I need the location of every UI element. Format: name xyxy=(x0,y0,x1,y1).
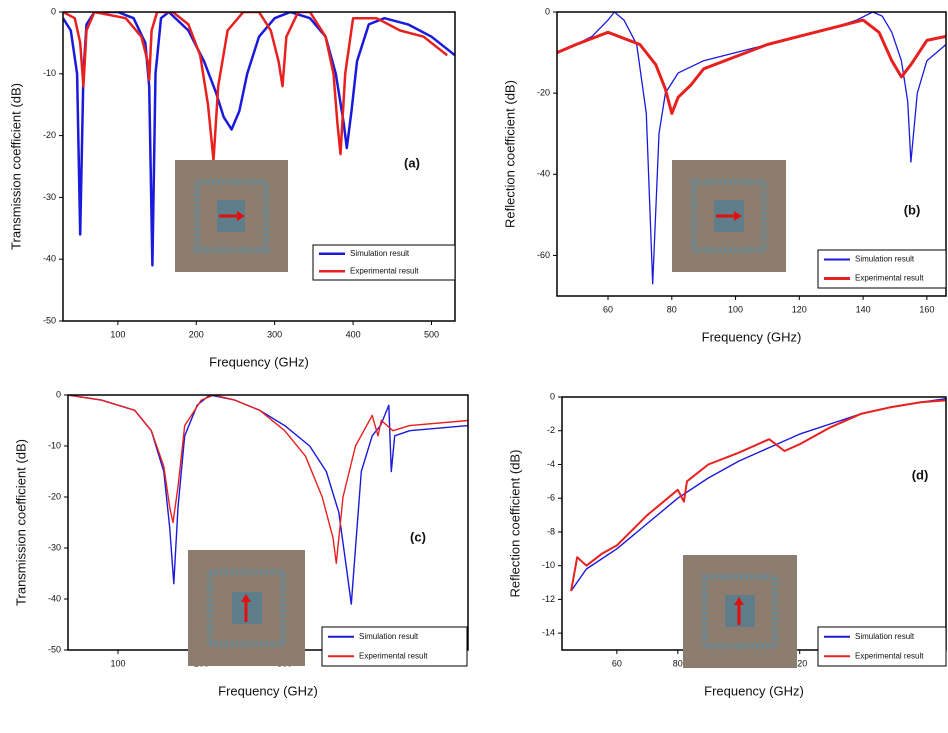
y-tick-label: -10 xyxy=(43,68,56,78)
legend-label: Experimental result xyxy=(855,651,924,660)
y-tick-label: -2 xyxy=(547,425,555,435)
series-group xyxy=(63,12,455,267)
y-axis-label: Reflection coefficient (dB) xyxy=(502,80,517,228)
legend-label: Experimental result xyxy=(359,651,428,660)
x-tick-label: 100 xyxy=(728,304,743,314)
legend-label: Experimental result xyxy=(350,266,419,275)
x-axis-label: Frequency (GHz) xyxy=(218,683,318,698)
panel-label: (c) xyxy=(410,529,426,544)
data-line xyxy=(63,12,455,267)
y-tick-label: -10 xyxy=(542,560,555,570)
y-tick-label: -50 xyxy=(48,644,61,654)
x-tick-label: 140 xyxy=(856,304,871,314)
data-line xyxy=(63,12,448,162)
x-tick-label: 100 xyxy=(110,329,125,339)
x-tick-label: 400 xyxy=(346,329,361,339)
inset-image xyxy=(672,160,786,272)
series-group xyxy=(557,12,946,285)
legends: Simulation result Experimental result Simu… xyxy=(312,244,947,667)
y-tick-label: 0 xyxy=(51,6,56,16)
y-tick-label: -30 xyxy=(48,542,61,552)
panel-label: (b) xyxy=(904,202,921,217)
y-tick-label: -20 xyxy=(537,88,550,98)
plot-frame xyxy=(62,11,456,322)
y-tick-label: -20 xyxy=(43,130,56,140)
legend-box xyxy=(312,244,456,281)
y-tick-label: 0 xyxy=(545,6,550,16)
y-tick-label: -40 xyxy=(43,254,56,264)
inset-image xyxy=(175,160,288,272)
x-tick-label: 500 xyxy=(424,329,439,339)
legend-label: Simulation result xyxy=(855,255,915,264)
y-axis-label: Reflection coefficient (dB) xyxy=(507,450,522,598)
y-tick-label: -30 xyxy=(43,192,56,202)
legend-label: Experimental result xyxy=(855,274,924,283)
data-line xyxy=(68,395,468,564)
legend-box xyxy=(817,626,947,667)
data-line xyxy=(68,395,468,605)
legend-box xyxy=(817,249,947,289)
x-tick-label: 100 xyxy=(110,658,125,668)
x-tick-label: 120 xyxy=(792,658,807,668)
x-tick-label: 300 xyxy=(267,329,282,339)
y-tick-label: -20 xyxy=(48,491,61,501)
y-axis-label: Transmission coefficient (dB) xyxy=(8,83,23,250)
y-axis-label: Transmission coefficient (dB) xyxy=(13,439,28,606)
y-tick-label: 0 xyxy=(550,391,555,401)
data-line xyxy=(557,18,946,115)
y-tick-label: -40 xyxy=(537,169,550,179)
y-tick-label: 0 xyxy=(56,389,61,399)
insets xyxy=(175,160,797,668)
data-line xyxy=(557,12,946,285)
inset-image xyxy=(188,550,305,666)
plot-frame xyxy=(556,11,947,297)
x-tick-label: 200 xyxy=(189,329,204,339)
panel-label: (a) xyxy=(404,155,420,170)
x-tick-label: 160 xyxy=(919,304,934,314)
y-tick-label: -4 xyxy=(547,459,555,469)
legend-label: Simulation result xyxy=(855,632,915,641)
y-tick-label: -10 xyxy=(48,440,61,450)
x-tick-label: 80 xyxy=(673,658,683,668)
legend-label: Simulation result xyxy=(359,632,419,641)
y-tick-label: -40 xyxy=(48,593,61,603)
x-axis-label: Frequency (GHz) xyxy=(209,354,309,369)
x-tick-label: 60 xyxy=(612,658,622,668)
x-axis-label: Frequency (GHz) xyxy=(704,683,804,698)
series-group xyxy=(570,398,946,592)
y-tick-label: -60 xyxy=(537,250,550,260)
data-line xyxy=(570,399,946,592)
legend-label: Simulation result xyxy=(350,249,410,258)
y-tick-label: -50 xyxy=(43,315,56,325)
inset-image xyxy=(683,555,797,668)
series-group xyxy=(68,395,468,605)
y-tick-label: -14 xyxy=(542,628,555,638)
x-tick-label: 80 xyxy=(667,304,677,314)
legend-box xyxy=(321,626,468,667)
y-tick-label: -12 xyxy=(542,594,555,604)
x-tick-label: 60 xyxy=(603,304,613,314)
x-axis-label: Frequency (GHz) xyxy=(702,329,802,344)
y-tick-label: -6 xyxy=(547,493,555,503)
x-tick-label: 120 xyxy=(792,304,807,314)
y-tick-label: -8 xyxy=(547,526,555,536)
panel-label: (d) xyxy=(912,467,929,482)
